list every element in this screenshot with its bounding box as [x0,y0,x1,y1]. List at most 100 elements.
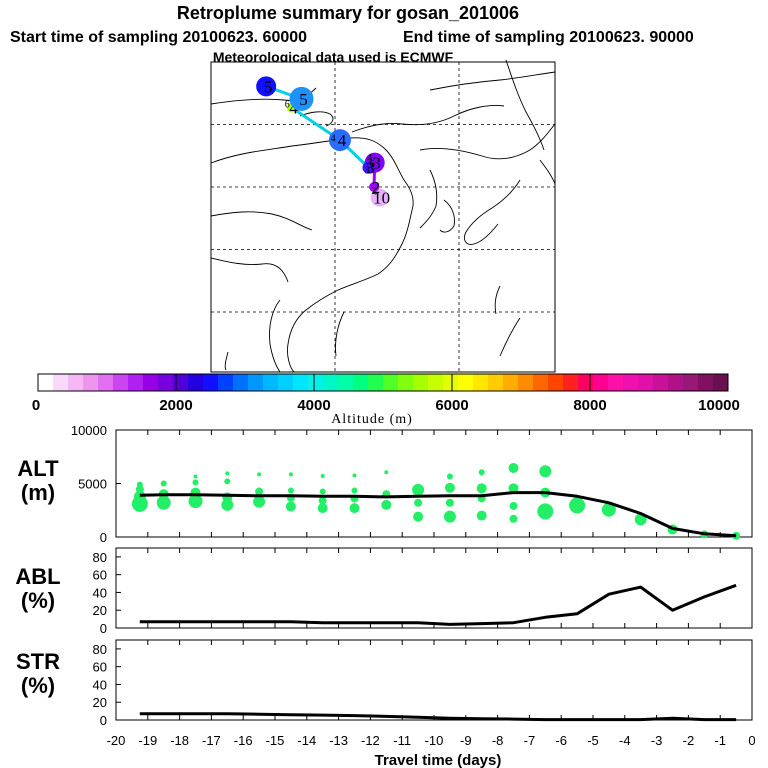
trajectory-point-label: 4 [338,131,347,150]
colorbar-cell [278,374,294,391]
altitude-dot [443,510,456,523]
trajectory-point-label: 2 [372,178,381,197]
abl-ylabel-line2: (%) [21,588,55,613]
str-series-line [139,712,737,722]
altitude-dot [509,501,518,510]
colorbar-tick-label: 4000 [297,397,330,414]
trajectory-point-label: 3 [372,154,381,173]
y-tick-label: 80 [93,642,107,657]
x-tick-label: -10 [425,733,444,748]
colorbar-cell [188,374,204,391]
altitude-dot [476,510,487,521]
colorbar-cell [683,374,699,391]
altitude-dot [317,503,328,514]
altitude-dot [320,474,325,479]
colorbar-cell [203,374,219,391]
x-tick-label: -9 [460,733,472,748]
coastlines [210,59,556,373]
colorbar-tick-label: 6000 [435,397,468,414]
altitude-dot [446,473,453,480]
altitude-dot [319,488,326,495]
altitude-dot [351,487,358,494]
altitude-dot [156,495,171,510]
trajectory-point [328,129,351,152]
colorbar-tick-label: 10000 [698,397,740,414]
colorbar-cell [338,374,354,391]
abl-series-line [139,583,737,626]
altitude-dot [732,531,741,540]
y-tick-label: 0 [100,713,107,728]
altitude-dot [192,479,199,486]
altitude-dot [287,487,294,494]
altitude-dot [160,480,167,487]
x-tick-label: -7 [524,733,536,748]
x-tick-label: -18 [170,733,189,748]
y-tick-label: 10000 [71,423,107,438]
map-frame [210,61,556,373]
colorbar-cell [158,374,174,391]
alt-ylabel-line2: (m) [21,480,55,505]
colorbar-cell [383,374,399,391]
colorbar-cell [68,374,84,391]
altitude-colorbar: 0 2000 4000 6000 8000 10000 Altitude (m) [32,373,740,427]
colorbar-cell [413,374,429,391]
abl-ylabel-line1: ABL [15,564,60,589]
x-tick-label: -17 [202,733,221,748]
trajectory-point-label: 3 [366,159,375,178]
colorbar-cell [263,374,279,391]
y-tick-label: 0 [100,621,107,636]
altitude-dot [412,483,425,496]
trajectory-small-label: 3 [365,165,370,176]
y-tick-label: 40 [93,677,107,692]
x-tick-label: -6 [555,733,567,748]
panel-frame [115,639,753,721]
altitude-dot [539,465,552,478]
altitude-dot [225,471,230,476]
altitude-dot [253,495,266,508]
colorbar-cell [83,374,99,391]
x-tick-label: -16 [234,733,253,748]
trajectory-point [369,182,380,192]
start-time-label: Start time of sampling 20100623. 60000 [10,29,307,46]
alt-panel: 0 5000 10000 [71,423,753,545]
colorbar-cell [353,374,369,391]
altitude-dot [285,501,296,512]
altitude-dot [476,483,487,494]
colorbar-outline [37,373,729,392]
colorbar-cell [638,374,654,391]
altitude-dot [188,494,203,509]
y-tick-label: 5000 [78,477,107,492]
x-tick-label: -11 [393,733,411,748]
colorbar-cell [668,374,684,391]
y-tick-label: 0 [100,530,107,545]
colorbar-cell [53,374,69,391]
altitude-dot [381,499,392,510]
colorbar-cell [503,374,519,391]
y-tick-label: 20 [93,695,107,710]
colorbar-cell [533,374,549,391]
altitude-dot [508,462,519,473]
colorbar-tick-label: 0 [32,397,40,414]
map-grid [211,62,555,372]
altitude-dot [257,472,262,477]
altitude-dot [537,503,554,520]
x-tick-label: -5 [587,733,599,748]
colorbar-cell [98,374,114,391]
colorbar-cell [38,374,54,391]
altitude-dot [601,502,616,517]
colorbar-cell [608,374,624,391]
altitude-dot [352,473,357,478]
colorbar-cell [593,374,609,391]
y-tick-label: 20 [93,603,107,618]
x-tick-label: -8 [492,733,504,748]
colorbar-cell [653,374,669,391]
x-axis-title: Travel time (days) [375,752,502,768]
colorbar-cell [428,374,444,391]
altitude-dot [384,470,389,475]
colorbar-tick-label: 2000 [159,397,192,414]
colorbar-cell [173,374,189,391]
trajectory-small-label: 6 [370,159,375,170]
met-data-label: Meteorological data used is ECMWF [213,49,454,65]
